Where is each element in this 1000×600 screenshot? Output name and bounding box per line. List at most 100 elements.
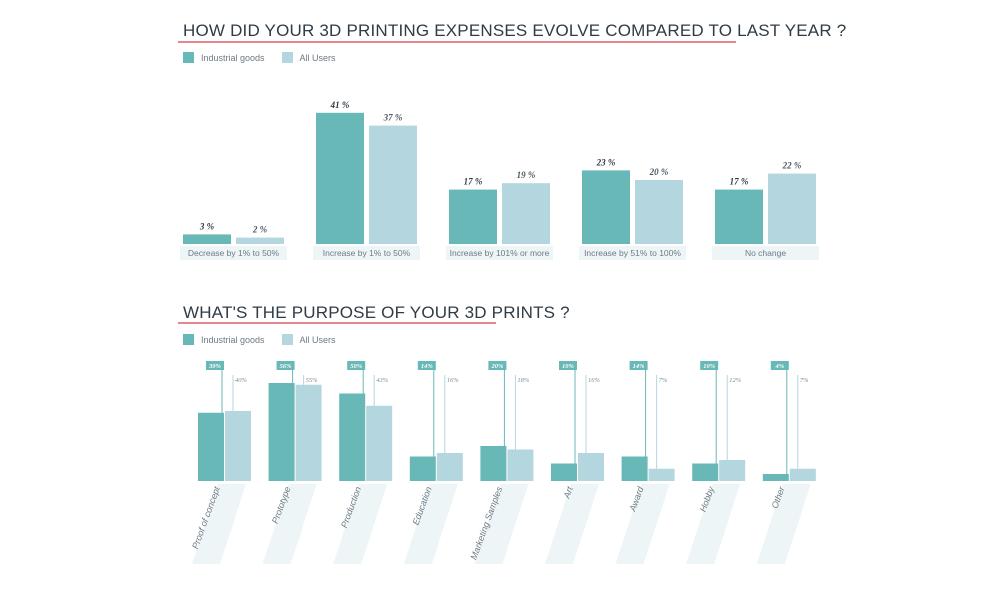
chart1-title: HOW DID YOUR 3D PRINTING EXPENSES EVOLVE…	[183, 21, 847, 40]
value-label-box	[417, 361, 436, 370]
bar-industrial-award	[621, 456, 648, 481]
value-label-all-users-increase-by-1-to-50: 37 %	[383, 113, 403, 123]
value-label-industrial-award: 14%	[633, 363, 646, 370]
value-label-industrial-other: 4%	[774, 363, 784, 370]
category-label-decrease-by-1-to-50: Decrease by 1% to 50%	[188, 248, 280, 258]
value-label-industrial-prototype: 56%	[280, 363, 293, 370]
value-label-box	[770, 361, 789, 370]
bar-industrial-increase-by-51-to-100	[582, 170, 630, 244]
bar-all-users-education	[436, 453, 463, 481]
bar-industrial-proof-of-concept	[198, 412, 224, 481]
legend-swatch-all-users	[281, 334, 293, 345]
chart1-legend: Industrial goods All Users	[183, 52, 353, 63]
value-label-industrial-education: 14%	[421, 363, 434, 370]
value-label-box	[347, 361, 366, 370]
value-label-industrial-increase-by-1-to-50: 41 %	[330, 100, 350, 110]
legend-item-industrial: Industrial goods	[183, 334, 265, 345]
value-label-all-users-education: 16%	[447, 377, 460, 384]
value-label-industrial-production: 50%	[350, 363, 363, 370]
value-label-all-users-art: 16%	[588, 377, 601, 384]
bar-all-users-prototype	[295, 384, 322, 481]
value-label-all-users-marketing-samples: 18%	[517, 377, 530, 384]
legend-label-all-users: All Users	[299, 52, 336, 63]
value-label-all-users-increase-by-51-to-100: 20 %	[649, 167, 669, 177]
category-label-bg	[615, 484, 670, 564]
bar-industrial-production	[339, 393, 366, 481]
value-label-industrial-increase-by-101-or-more: 17 %	[464, 177, 483, 187]
category-label-bg	[545, 484, 599, 564]
value-label-all-users-proof-of-concept: 40%	[235, 377, 248, 384]
bar-industrial-increase-by-101-or-more	[449, 189, 497, 244]
legend-swatch-all-users	[281, 52, 293, 63]
category-label-bg	[712, 246, 819, 260]
category-label-bg	[192, 484, 246, 564]
category-label-bg	[686, 484, 741, 564]
value-label-box	[276, 361, 295, 370]
legend-item-all-users: All Users	[281, 334, 336, 345]
bar-all-users-proof-of-concept	[225, 411, 251, 481]
value-label-industrial-art: 10%	[562, 363, 575, 370]
value-label-industrial-no-change: 17 %	[730, 177, 749, 187]
legend-swatch-industrial	[183, 52, 194, 63]
value-label-all-users-prototype: 55%	[306, 377, 319, 384]
bar-all-users-no-change	[768, 173, 816, 244]
category-label-bg	[333, 484, 388, 564]
bar-industrial-hobby	[692, 463, 719, 481]
bar-all-users-hobby	[719, 460, 746, 481]
category-label-bg	[313, 246, 420, 260]
bar-industrial-decrease-by-1-to-50	[183, 234, 231, 244]
bar-all-users-increase-by-51-to-100	[635, 180, 683, 244]
legend-label-industrial: Industrial goods	[201, 52, 265, 63]
category-label-art: Art	[561, 485, 575, 501]
value-label-industrial-hobby: 10%	[703, 363, 716, 370]
value-label-all-users-production: 43%	[376, 377, 389, 384]
category-label-bg	[756, 484, 811, 564]
bar-industrial-other	[762, 474, 789, 481]
value-label-all-users-hobby: 12%	[729, 377, 742, 384]
legend-item-industrial: Industrial goods	[183, 52, 265, 63]
bar-industrial-prototype	[268, 383, 295, 481]
bar-all-users-increase-by-101-or-more	[502, 183, 550, 244]
bar-industrial-increase-by-1-to-50	[316, 112, 364, 244]
bar-industrial-marketing-samples	[480, 446, 507, 481]
bar-industrial-education	[409, 456, 436, 481]
bar-industrial-no-change	[715, 189, 763, 244]
value-label-industrial-decrease-by-1-to-50: 3 %	[199, 221, 215, 231]
value-label-all-users-award: 7%	[659, 377, 668, 384]
category-label-increase-by-101-or-more: Increase by 101% or more	[450, 248, 550, 258]
bar-all-users-marketing-samples	[507, 449, 534, 481]
value-label-box	[488, 361, 507, 370]
value-label-industrial-increase-by-51-to-100: 23 %	[596, 157, 616, 167]
category-label-no-change: No change	[745, 248, 786, 258]
bar-industrial-art	[551, 463, 577, 481]
category-label-bg	[262, 484, 317, 564]
bar-all-users-other	[789, 468, 816, 481]
legend-swatch-industrial	[183, 334, 194, 345]
legend-label-all-users: All Users	[299, 334, 336, 345]
category-label-bg	[579, 246, 686, 260]
value-label-industrial-proof-of-concept: 39%	[208, 363, 222, 370]
bar-all-users-art	[578, 453, 604, 481]
value-label-box	[559, 361, 577, 370]
bar-all-users-production	[366, 405, 393, 481]
value-label-all-users-other: 7%	[800, 377, 809, 384]
chart1-title-underline	[178, 41, 736, 43]
value-label-all-users-no-change: 22 %	[782, 161, 802, 171]
bar-all-users-increase-by-1-to-50	[369, 125, 417, 244]
category-label-bg	[180, 246, 287, 260]
legend-label-industrial: Industrial goods	[201, 334, 265, 345]
value-label-all-users-increase-by-101-or-more: 19 %	[517, 170, 536, 180]
value-label-box	[629, 361, 648, 370]
chart2-title: WHAT'S THE PURPOSE OF YOUR 3D PRINTS ?	[183, 303, 570, 322]
chart2-legend: Industrial goods All Users	[183, 334, 353, 345]
category-label-increase-by-51-to-100: Increase by 51% to 100%	[584, 248, 681, 258]
value-label-box	[206, 361, 224, 370]
category-label-bg	[446, 246, 553, 260]
category-label-bg	[403, 484, 458, 564]
legend-item-all-users: All Users	[281, 52, 336, 63]
bar-all-users-decrease-by-1-to-50	[236, 237, 284, 244]
bar-all-users-award	[648, 468, 675, 481]
value-label-box	[700, 361, 719, 370]
value-label-industrial-marketing-samples: 20%	[490, 363, 504, 370]
